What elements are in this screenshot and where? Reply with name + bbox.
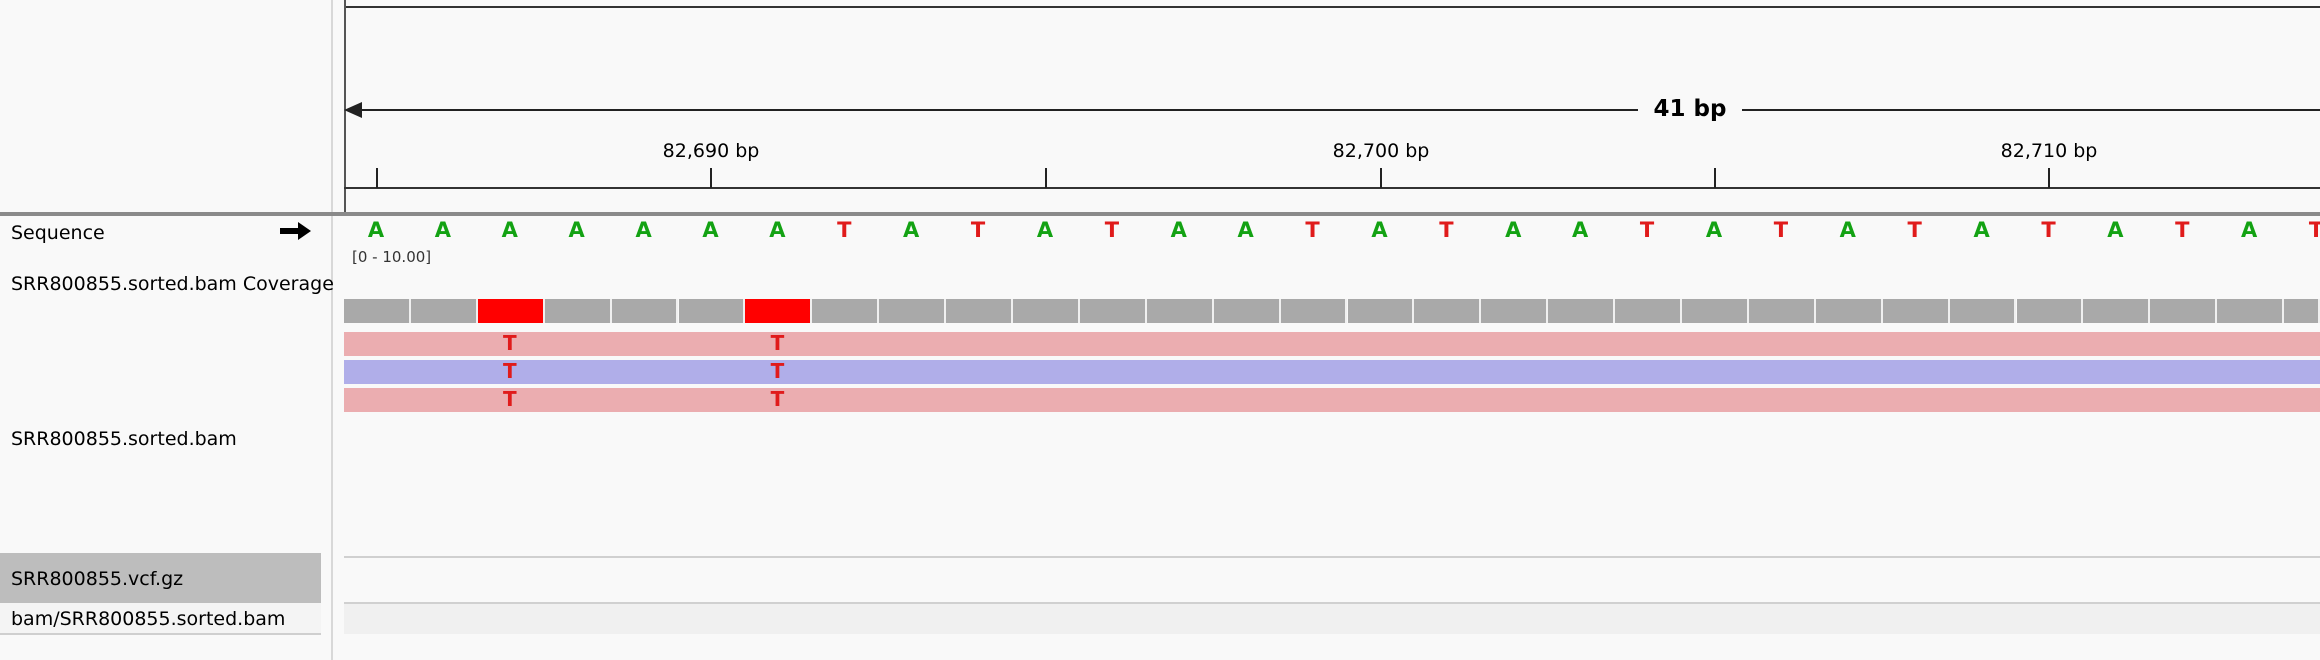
coverage-bar[interactable] <box>544 299 612 323</box>
sequence-base: A <box>769 218 786 242</box>
sequence-base: A <box>1237 218 1254 242</box>
ruler-tick-label: 82,700 bp <box>1332 140 1430 162</box>
sequence-base: T <box>1104 218 1120 242</box>
coverage-bar[interactable] <box>678 299 746 323</box>
ruler-major-tick <box>1380 168 1382 188</box>
ruler-panel[interactable] <box>344 0 2320 212</box>
coverage-bar[interactable] <box>611 299 679 323</box>
sequence-base: A <box>1973 218 1990 242</box>
alignment-read[interactable] <box>344 388 2320 412</box>
coverage-bar[interactable] <box>879 299 947 323</box>
ruler-tick-label: 82,690 bp <box>662 140 760 162</box>
sequence-base: A <box>1036 218 1054 242</box>
sequence-base: A <box>635 218 652 242</box>
coverage-bar[interactable] <box>1748 299 1816 323</box>
coverage-bar[interactable] <box>1414 299 1482 323</box>
read-mismatch-base: T <box>502 359 517 383</box>
span-line <box>1742 109 2320 111</box>
sequence-base: T <box>1907 218 1922 242</box>
coverage-bar[interactable] <box>1213 299 1281 323</box>
read-mismatch-base: T <box>770 331 785 355</box>
sequence-base: A <box>1705 218 1723 242</box>
coverage-bar[interactable] <box>1079 299 1147 323</box>
coverage-bar[interactable] <box>2016 299 2084 323</box>
read-mismatch-base: T <box>502 387 517 411</box>
coverage-mismatch-bar[interactable] <box>477 299 545 323</box>
name-panel-header <box>0 0 331 212</box>
coverage-bar[interactable] <box>946 299 1013 323</box>
sequence-base: T <box>2041 218 2056 242</box>
ruler-axis <box>344 187 2320 189</box>
ruler-minor-tick <box>376 168 378 188</box>
coverage-mismatch-bar[interactable] <box>745 299 813 323</box>
sequence-base: T <box>1439 218 1454 242</box>
alignment-read[interactable] <box>344 332 2320 356</box>
coverage-bar[interactable] <box>2083 299 2151 323</box>
coverage-bar[interactable] <box>1280 299 1348 323</box>
sequence-base: A <box>568 218 585 242</box>
coverage-bar[interactable] <box>1548 299 1616 323</box>
sequence-base: A <box>2107 218 2124 242</box>
sequence-base: A <box>1572 218 1589 242</box>
track-divider <box>344 602 2320 604</box>
vcf-track-label-background[interactable] <box>0 553 321 603</box>
coverage-bar[interactable] <box>1882 299 1950 323</box>
coverage-bar[interactable] <box>344 299 411 323</box>
right-arrow-icon[interactable] <box>280 221 312 245</box>
sequence-base: T <box>1305 218 1320 242</box>
sequence-base: A <box>2241 218 2258 242</box>
coverage-bar[interactable] <box>2284 299 2320 323</box>
bam-track-label-background[interactable] <box>0 603 321 635</box>
ruler-major-tick <box>2048 168 2050 188</box>
sequence-base: T <box>837 218 852 242</box>
coverage-bar[interactable] <box>1347 299 1415 323</box>
sequence-base: A <box>1170 218 1187 242</box>
sequence-base: A <box>903 218 920 242</box>
coverage-bar[interactable] <box>1615 299 1682 323</box>
read-mismatch-base: T <box>770 359 785 383</box>
alignment-read[interactable] <box>344 360 2320 384</box>
track-divider <box>344 556 2320 558</box>
sequence-base: T <box>970 218 986 242</box>
sequence-track-label[interactable]: Sequence <box>11 222 105 244</box>
bam-track-label[interactable]: bam/SRR800855.sorted.bam <box>11 608 286 630</box>
sequence-base: T <box>2308 218 2320 242</box>
read-mismatch-base: T <box>502 331 517 355</box>
span-label: 41 bp <box>1653 96 1727 122</box>
ruler-minor-tick <box>1045 168 1047 188</box>
coverage-bar[interactable] <box>1146 299 1214 323</box>
sequence-base: A <box>1371 218 1388 242</box>
sequence-base: A <box>501 218 518 242</box>
coverage-bar[interactable] <box>410 299 478 323</box>
header-separator[interactable] <box>0 212 2320 216</box>
coverage-bar[interactable] <box>1481 299 1549 323</box>
ruler-major-tick <box>710 168 712 188</box>
sequence-base: A <box>702 218 719 242</box>
coverage-bar[interactable] <box>1682 299 1749 323</box>
read-mismatch-base: T <box>770 387 785 411</box>
bam-track-area[interactable] <box>344 604 2320 634</box>
ruler-chromosome-box <box>344 0 2320 8</box>
span-line <box>350 109 1638 111</box>
coverage-bar[interactable] <box>812 299 880 323</box>
ruler-tick-label: 82,710 bp <box>2000 140 2098 162</box>
coverage-bar[interactable] <box>1013 299 1080 323</box>
vcf-track-label[interactable]: SRR800855.vcf.gz <box>11 568 184 590</box>
sequence-base: T <box>1773 218 1789 242</box>
sequence-base: A <box>1505 218 1522 242</box>
ruler-minor-tick <box>1714 168 1716 188</box>
coverage-range: [0 - 10.00] <box>352 248 432 266</box>
sequence-base: A <box>434 218 452 242</box>
sequence-base: A <box>367 218 385 242</box>
coverage-bar[interactable] <box>1949 299 2017 323</box>
coverage-track-label[interactable]: SRR800855.sorted.bam Coverage <box>11 273 334 295</box>
sequence-base: A <box>1839 218 1856 242</box>
coverage-bar[interactable] <box>2217 299 2285 323</box>
coverage-bar[interactable] <box>2150 299 2218 323</box>
sequence-base: T <box>2175 218 2190 242</box>
coverage-bar[interactable] <box>1815 299 1883 323</box>
sequence-base: T <box>1639 218 1655 242</box>
panel-divider[interactable] <box>331 0 333 660</box>
alignment-track-label[interactable]: SRR800855.sorted.bam <box>11 428 237 450</box>
